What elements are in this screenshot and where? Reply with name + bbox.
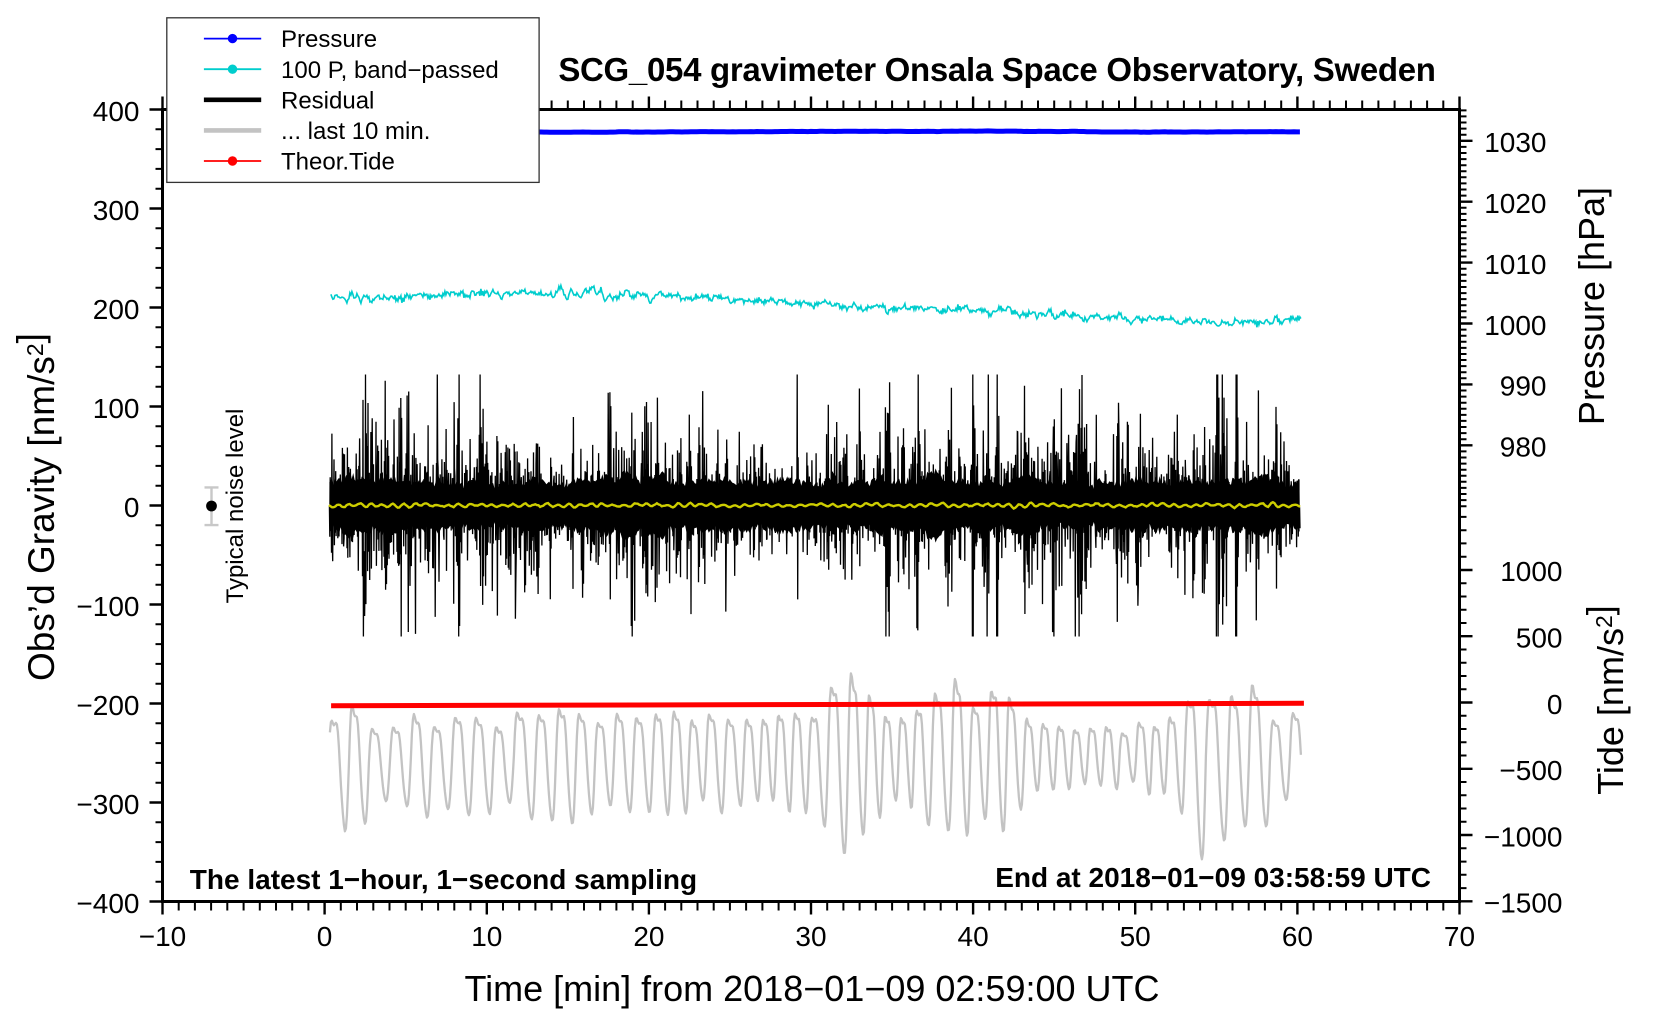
svg-text:... last 10 min.: ... last 10 min. [281, 118, 430, 145]
svg-text:200: 200 [93, 294, 140, 325]
svg-text:−300: −300 [76, 789, 139, 820]
svg-text:−400: −400 [76, 888, 139, 919]
svg-text:0: 0 [124, 492, 140, 523]
svg-text:980: 980 [1500, 432, 1547, 463]
svg-text:10: 10 [471, 921, 502, 952]
svg-text:1000: 1000 [1484, 310, 1546, 341]
svg-text:0: 0 [317, 921, 333, 952]
svg-text:50: 50 [1120, 921, 1151, 952]
svg-text:100 P, band−passed: 100 P, band−passed [281, 57, 499, 84]
svg-text:Pressure: Pressure [281, 26, 377, 53]
svg-text:Pressure [hPa]: Pressure [hPa] [1571, 187, 1612, 425]
svg-text:500: 500 [1516, 623, 1563, 654]
svg-text:−1500: −1500 [1484, 888, 1563, 919]
svg-text:Time [min] from 2018−01−09 02:: Time [min] from 2018−01−09 02:59:00 UTC [464, 968, 1159, 1009]
svg-text:−200: −200 [76, 690, 139, 721]
svg-text:60: 60 [1282, 921, 1313, 952]
svg-text:20: 20 [633, 921, 664, 952]
svg-text:−500: −500 [1499, 755, 1562, 786]
svg-text:300: 300 [93, 195, 140, 226]
svg-text:990: 990 [1500, 371, 1547, 402]
svg-text:100: 100 [93, 393, 140, 424]
svg-text:1020: 1020 [1484, 188, 1546, 219]
svg-text:−10: −10 [139, 921, 187, 952]
svg-text:70: 70 [1444, 921, 1475, 952]
svg-text:The latest 1−hour, 1−second sa: The latest 1−hour, 1−second sampling [190, 864, 697, 895]
svg-text:End at 2018−01−09 03:58:59 UTC: End at 2018−01−09 03:58:59 UTC [995, 862, 1431, 893]
svg-text:Theor.Tide: Theor.Tide [281, 149, 395, 176]
svg-text:1010: 1010 [1484, 249, 1546, 280]
svg-text:30: 30 [795, 921, 826, 952]
svg-text:−1000: −1000 [1484, 821, 1563, 852]
svg-text:Typical noise level: Typical noise level [222, 409, 249, 604]
svg-text:Residual: Residual [281, 87, 374, 114]
svg-text:1030: 1030 [1484, 127, 1546, 158]
svg-text:−100: −100 [76, 591, 139, 622]
svg-text:400: 400 [93, 96, 140, 127]
svg-text:0: 0 [1547, 689, 1563, 720]
svg-text:40: 40 [958, 921, 989, 952]
svg-text:1000: 1000 [1500, 556, 1562, 587]
svg-text:SCG_054 gravimeter Onsala Spac: SCG_054 gravimeter Onsala Space Observat… [558, 51, 1435, 88]
